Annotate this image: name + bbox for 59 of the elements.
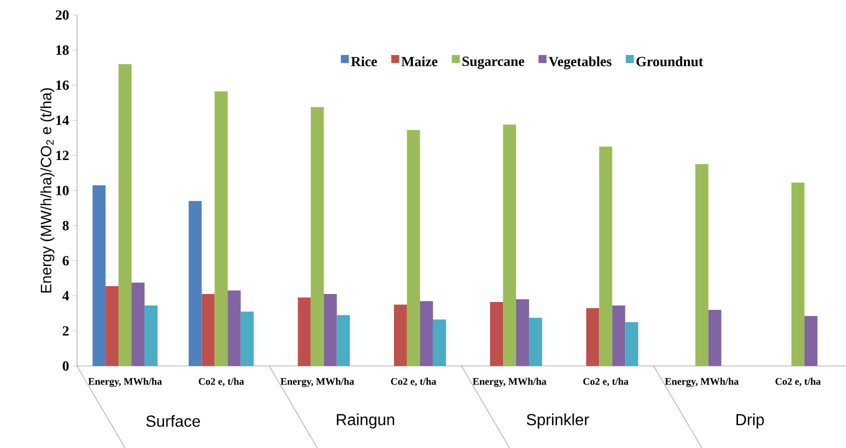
bar bbox=[336, 315, 350, 366]
bar bbox=[503, 124, 516, 366]
legend-label: Groundnut bbox=[636, 56, 704, 66]
bar bbox=[298, 298, 311, 366]
y-tick-label: 16 bbox=[56, 80, 69, 90]
text: Surface bbox=[146, 415, 200, 427]
y-tick-label: 6 bbox=[62, 256, 69, 266]
bar bbox=[420, 301, 433, 366]
bar bbox=[324, 294, 337, 366]
legend-label: Vegetables bbox=[548, 56, 612, 70]
bar bbox=[804, 316, 818, 366]
y-tick-label: 18 bbox=[56, 45, 69, 55]
text: Sprinkler bbox=[526, 414, 589, 428]
bar bbox=[708, 310, 722, 366]
x-tick-label: Energy, MWh/ha bbox=[472, 378, 546, 387]
bar bbox=[144, 305, 158, 366]
bar bbox=[432, 319, 446, 366]
bar bbox=[394, 304, 407, 366]
bar bbox=[132, 282, 145, 366]
legend-label: Maize bbox=[401, 56, 438, 66]
bar bbox=[586, 308, 600, 366]
text: Raingun bbox=[336, 414, 394, 428]
bar bbox=[188, 201, 202, 366]
legend-label: Sugarcane bbox=[462, 56, 524, 70]
bar bbox=[490, 302, 504, 366]
bar bbox=[791, 182, 804, 366]
bar bbox=[310, 107, 324, 366]
x-tick-label: Energy, MWh/ha bbox=[88, 378, 162, 387]
y-tick-label: 8 bbox=[62, 220, 69, 230]
y-tick-label: 0 bbox=[62, 361, 69, 371]
y-axis-title: Energy (MW/h/ha)/CO$_{2}$ e (t/ha) bbox=[40, 88, 54, 292]
y-tick-label: 12 bbox=[56, 150, 69, 160]
bar bbox=[92, 185, 106, 366]
bar bbox=[625, 322, 638, 366]
bar bbox=[695, 164, 708, 366]
bar bbox=[202, 294, 215, 366]
x-tick-label: Co2 e, t/ha bbox=[776, 378, 821, 386]
y-tick-label: 2 bbox=[62, 326, 69, 336]
bar bbox=[599, 146, 612, 366]
x-tick-label: Co2 e, t/ha bbox=[391, 378, 436, 386]
bar bbox=[240, 312, 254, 366]
text: Drip bbox=[736, 414, 764, 428]
bar bbox=[118, 64, 132, 366]
bar bbox=[106, 286, 119, 366]
y-tick-label: 14 bbox=[56, 116, 69, 125]
bar bbox=[529, 318, 542, 366]
x-tick-label: Energy, MWh/ha bbox=[665, 378, 739, 387]
y-tick-label: 4 bbox=[62, 291, 69, 300]
bar bbox=[228, 290, 241, 366]
y-tick-label: 10 bbox=[56, 186, 69, 196]
bar bbox=[406, 130, 420, 366]
bar bbox=[612, 305, 626, 366]
legend-label: Rice bbox=[351, 56, 377, 66]
bar bbox=[214, 91, 228, 366]
bar bbox=[516, 299, 530, 366]
x-tick-label: Co2 e, t/ha bbox=[583, 378, 628, 386]
y-tick-label: 20 bbox=[56, 10, 69, 20]
x-tick-label: Energy, MWh/ha bbox=[280, 378, 354, 387]
x-tick-label: Co2 e, t/ha bbox=[198, 378, 244, 386]
